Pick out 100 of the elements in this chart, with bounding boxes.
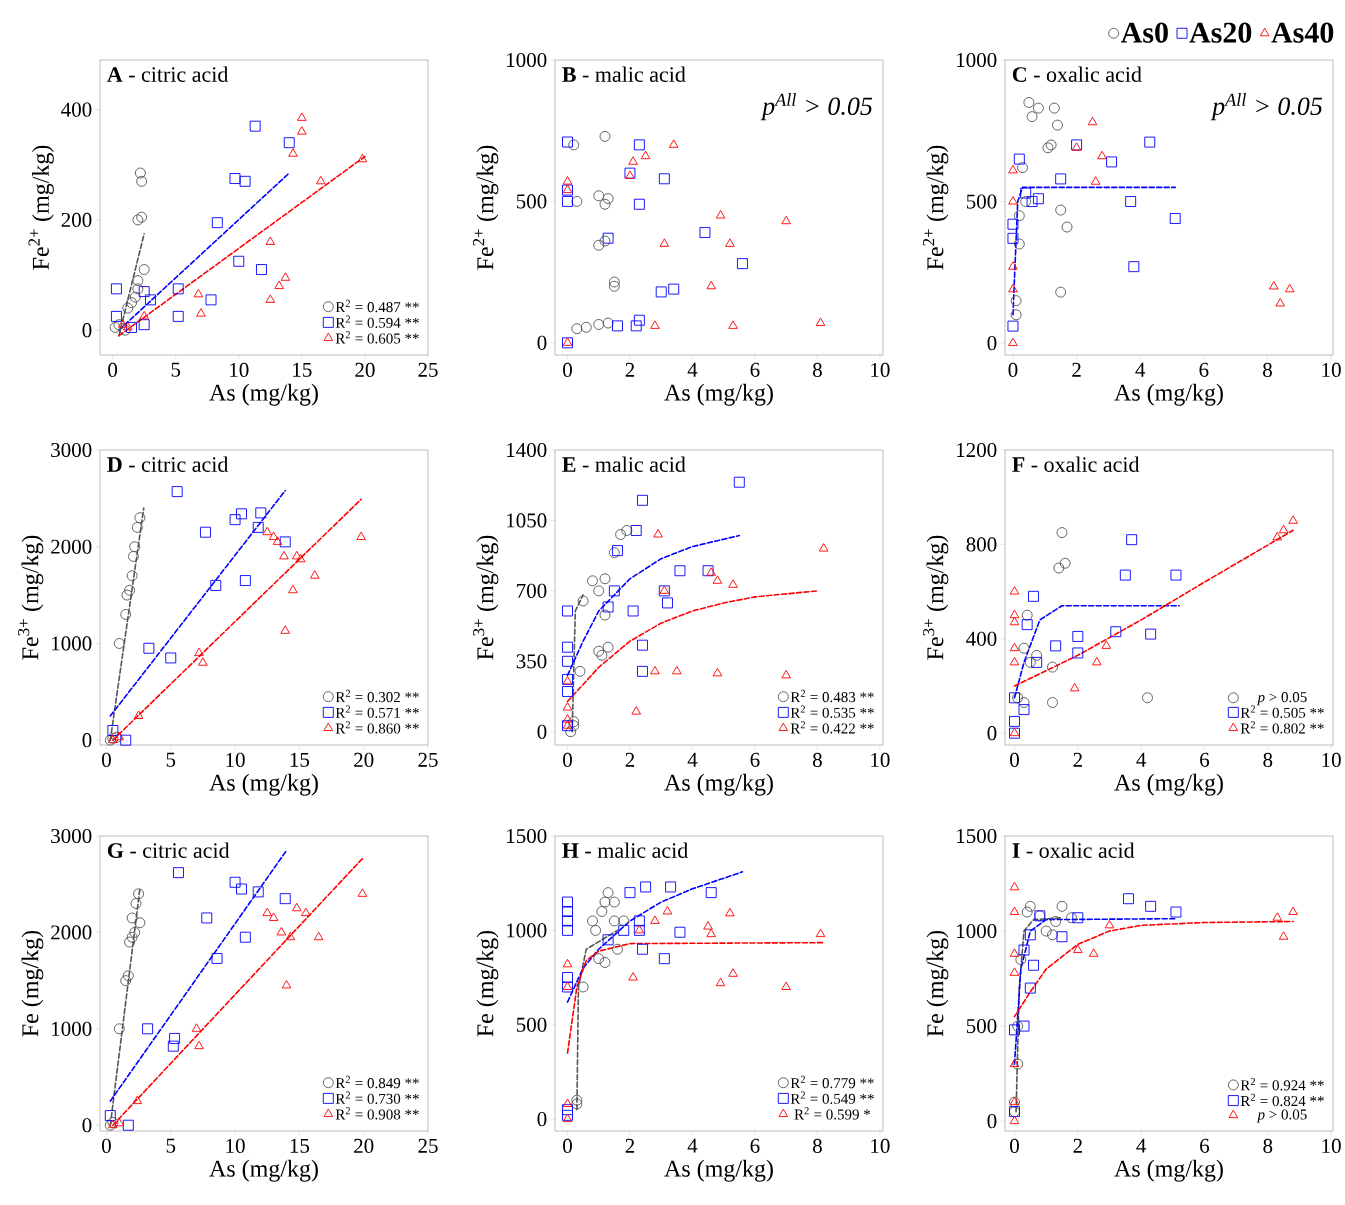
x-tick-label: 0 — [1010, 752, 1019, 767]
chart-title: E - malic acid — [562, 456, 686, 472]
legend-label: R$^{2}$ = 0.860 ** — [335, 721, 419, 734]
point — [201, 912, 213, 924]
point — [1275, 298, 1285, 307]
point — [1021, 619, 1033, 631]
point — [1056, 931, 1068, 943]
point — [239, 575, 251, 587]
point — [630, 320, 642, 332]
point — [1009, 1058, 1020, 1068]
point — [122, 970, 134, 982]
point — [1142, 692, 1153, 704]
point — [295, 553, 306, 563]
y-tick-label: 2000 — [51, 539, 92, 554]
point — [608, 585, 620, 597]
point — [1009, 642, 1020, 652]
point — [562, 655, 573, 667]
x-tick-label: 4 — [687, 752, 698, 767]
point — [113, 319, 125, 331]
legend-label: As0 — [1120, 22, 1168, 43]
point — [121, 589, 133, 601]
point — [1170, 906, 1182, 918]
point — [637, 494, 648, 506]
point — [107, 725, 119, 736]
point — [562, 195, 573, 207]
point — [1088, 948, 1099, 957]
x-tick-label: 0 — [101, 752, 111, 767]
x-tick-label: 15 — [293, 362, 312, 377]
point — [194, 1040, 204, 1050]
point — [1272, 912, 1283, 921]
point — [288, 584, 298, 594]
point — [593, 953, 605, 965]
point — [1008, 164, 1018, 174]
point — [1008, 283, 1018, 293]
point — [637, 665, 648, 677]
x-tick-label: 5 — [166, 752, 176, 767]
x-tick-label: 8 — [812, 752, 822, 767]
point — [126, 912, 138, 924]
point — [608, 276, 620, 288]
point — [674, 565, 686, 577]
point — [126, 570, 138, 582]
point — [138, 286, 150, 298]
point — [659, 238, 670, 247]
point — [1056, 900, 1068, 912]
legend-label: R$^{2}$ = 0.571 ** — [335, 705, 419, 718]
point — [562, 176, 573, 185]
point — [357, 153, 368, 163]
legend-label: R$^{2}$ = 0.302 ** — [335, 689, 419, 703]
annotation: p$^{All}$ > 0.05 — [760, 93, 873, 121]
point — [602, 601, 614, 613]
point — [1073, 944, 1083, 953]
point — [1050, 640, 1062, 652]
point — [193, 288, 204, 298]
point — [1072, 912, 1084, 924]
annotation: p$^{All}$ > 0.05 — [1210, 93, 1323, 121]
point — [1125, 196, 1137, 208]
point — [602, 934, 614, 946]
point — [599, 896, 611, 908]
point — [1010, 309, 1022, 321]
point — [618, 915, 630, 927]
y-tick-label: 0 — [537, 335, 547, 350]
x-tick-label: 6 — [750, 362, 760, 377]
point — [1026, 111, 1038, 123]
point — [1056, 527, 1068, 539]
point — [587, 915, 598, 927]
y-tick-label: 200 — [61, 212, 92, 227]
x-tick-label: 4 — [1136, 1138, 1147, 1153]
point — [1047, 661, 1058, 673]
point — [104, 1110, 116, 1122]
point — [1087, 116, 1098, 126]
x-tick-label: 4 — [687, 362, 698, 377]
y-tick-label: 1000 — [52, 1021, 92, 1036]
point — [233, 255, 245, 267]
x-axis-title: As (mg/kg) — [209, 773, 318, 796]
point — [562, 702, 573, 711]
point — [1021, 609, 1033, 621]
point — [143, 642, 155, 654]
point — [1013, 210, 1025, 222]
point — [571, 323, 583, 335]
point — [1031, 649, 1043, 661]
point — [297, 112, 307, 121]
legend-label: R$^{2}$ = 0.802 ** — [1240, 721, 1324, 734]
x-tick-label: 10 — [230, 362, 249, 377]
legend-label: R$^{2}$ = 0.730 ** — [335, 1091, 419, 1104]
point — [650, 915, 660, 924]
point — [1009, 1115, 1020, 1125]
point — [1009, 692, 1020, 704]
x-tick-label: 4 — [1135, 362, 1146, 377]
point — [1018, 1020, 1030, 1032]
x-tick-label: 6 — [1200, 752, 1210, 767]
point — [608, 547, 620, 559]
point — [132, 283, 144, 295]
point — [662, 597, 673, 609]
point — [562, 972, 573, 984]
legend-label: As40 — [1271, 22, 1334, 43]
point — [315, 175, 326, 185]
point — [132, 214, 144, 226]
x-tick-label: 8 — [812, 1138, 822, 1153]
point — [665, 881, 677, 893]
point — [274, 280, 284, 290]
